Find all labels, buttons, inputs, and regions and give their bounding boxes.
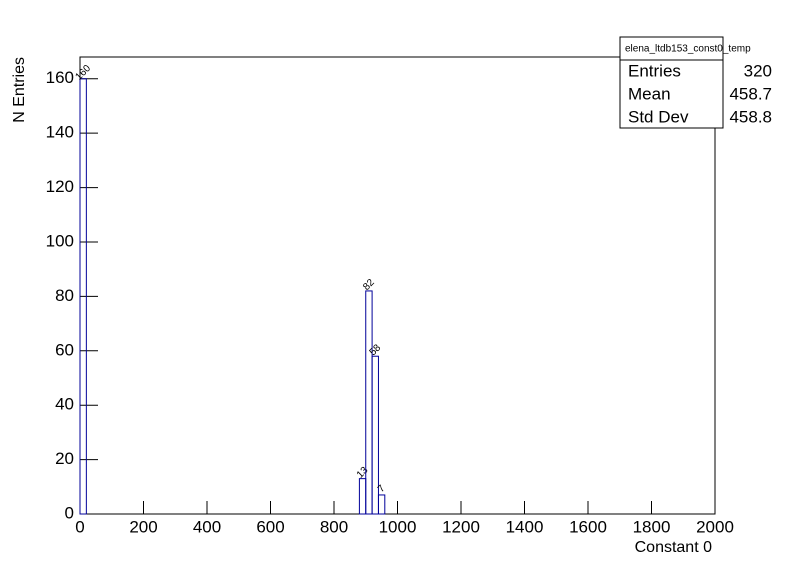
stats-label: Std Dev xyxy=(628,107,689,126)
x-tick-label: 800 xyxy=(320,517,348,536)
y-tick-label: 100 xyxy=(46,231,74,250)
stats-value: 458.8 xyxy=(729,107,772,126)
x-tick-label: 400 xyxy=(193,517,221,536)
y-tick-label: 120 xyxy=(46,177,74,196)
x-tick-label: 1200 xyxy=(442,517,480,536)
stats-label: Entries xyxy=(628,61,681,80)
x-tick-label: 1000 xyxy=(379,517,417,536)
x-tick-label: 0 xyxy=(75,517,84,536)
y-axis-label: N Entries xyxy=(11,57,28,123)
stats-title: elena_ltdb153_const0_temp xyxy=(625,44,751,55)
y-tick-label: 40 xyxy=(55,395,74,414)
x-tick-label: 1800 xyxy=(633,517,671,536)
bar xyxy=(371,355,379,515)
stats-label: Mean xyxy=(628,84,671,103)
y-tick-label: 0 xyxy=(65,503,74,522)
bar xyxy=(79,78,87,515)
bar xyxy=(377,494,386,515)
y-tick-label: 80 xyxy=(55,286,74,305)
stats-box: elena_ltdb153_const0_temp xyxy=(619,36,751,129)
stats-value: 458.7 xyxy=(729,84,772,103)
x-tick-label: 2000 xyxy=(696,517,734,536)
y-tick-label: 160 xyxy=(46,68,74,87)
x-tick-label: 1600 xyxy=(569,517,607,536)
x-tick-label: 1400 xyxy=(506,517,544,536)
y-tick-label: 60 xyxy=(55,340,74,359)
y-tick-label: 20 xyxy=(55,449,74,468)
stats-value: 320 xyxy=(744,61,772,80)
stats-frame xyxy=(619,36,724,129)
y-tick-label: 140 xyxy=(46,123,74,142)
x-axis-label: Constant 0 xyxy=(635,539,712,556)
x-tick-label: 200 xyxy=(129,517,157,536)
x-tick-label: 600 xyxy=(256,517,284,536)
